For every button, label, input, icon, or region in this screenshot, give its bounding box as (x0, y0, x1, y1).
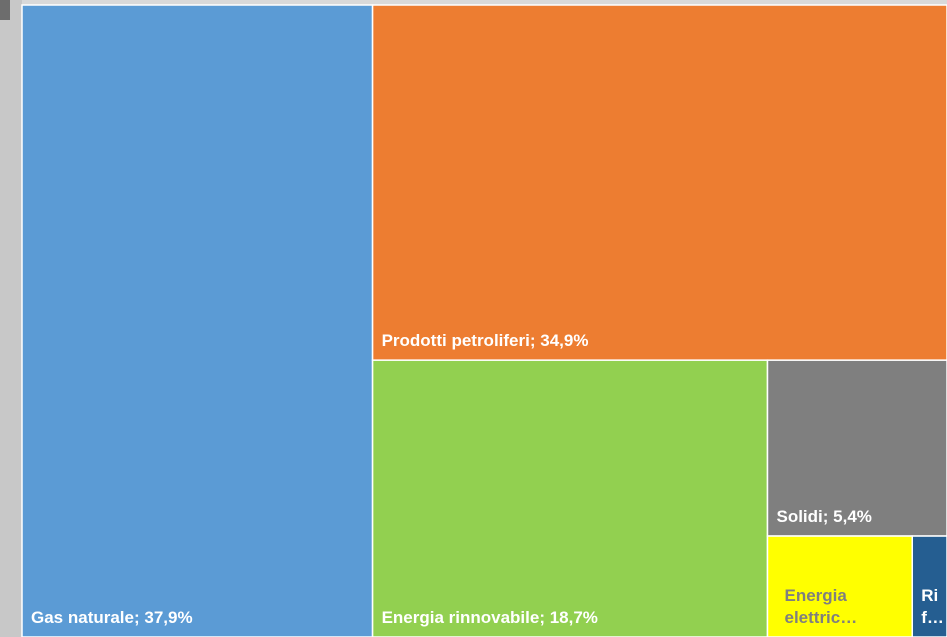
tile-label: Gas naturale; 37,9% (31, 608, 193, 627)
tile (766, 359, 947, 537)
tile-name-line: Energia (784, 586, 847, 605)
tile-label: Ri f… (921, 586, 944, 627)
side-strip (0, 0, 22, 637)
tile-label: Energia elettric… (784, 586, 857, 627)
tile-name-line: Ri (921, 586, 938, 605)
tile (371, 359, 769, 637)
tile-label: Energia rinnovabile; 18,7% (382, 608, 598, 627)
label-separator: ; (823, 507, 833, 526)
tile-value: 18,7% (550, 608, 598, 627)
tile-label: Solidi; 5,4% (776, 507, 871, 526)
label-separator: ; (134, 608, 144, 627)
corner-marker (0, 0, 10, 20)
tile-label: Prodotti petroliferi; 34,9% (382, 331, 589, 350)
tile-name: Gas naturale (31, 608, 134, 627)
label-separator: ; (530, 331, 540, 350)
tile (371, 4, 947, 361)
tile-name: Energia rinnovabile (382, 608, 540, 627)
tile-value: 5,4% (833, 507, 872, 526)
tile-name-line: elettric… (784, 608, 857, 627)
label-separator: ; (539, 608, 549, 627)
tile-name: Solidi (776, 507, 822, 526)
tile-name: Prodotti petroliferi (382, 331, 530, 350)
tile (21, 4, 374, 637)
tile-value: 37,9% (144, 608, 192, 627)
tile-value: 34,9% (540, 331, 588, 350)
tile (911, 535, 947, 637)
tile-name-line: f… (921, 608, 944, 627)
